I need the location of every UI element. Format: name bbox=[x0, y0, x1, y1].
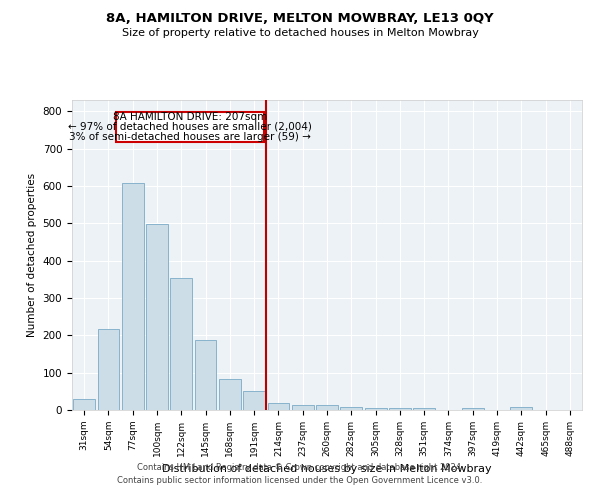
Bar bbox=[268, 402, 289, 410]
Text: Size of property relative to detached houses in Melton Mowbray: Size of property relative to detached ho… bbox=[122, 28, 478, 38]
Bar bbox=[389, 408, 411, 410]
X-axis label: Distribution of detached houses by size in Melton Mowbray: Distribution of detached houses by size … bbox=[162, 464, 492, 474]
Bar bbox=[146, 224, 168, 410]
Bar bbox=[219, 379, 241, 410]
Text: 8A, HAMILTON DRIVE, MELTON MOWBRAY, LE13 0QY: 8A, HAMILTON DRIVE, MELTON MOWBRAY, LE13… bbox=[106, 12, 494, 26]
Bar bbox=[116, 112, 264, 142]
Bar bbox=[365, 408, 386, 410]
Bar bbox=[122, 184, 143, 410]
Text: 8A HAMILTON DRIVE: 207sqm: 8A HAMILTON DRIVE: 207sqm bbox=[113, 112, 267, 122]
Bar bbox=[340, 407, 362, 410]
Text: Contains public sector information licensed under the Open Government Licence v3: Contains public sector information licen… bbox=[118, 476, 482, 485]
Bar bbox=[194, 340, 217, 410]
Text: Contains HM Land Registry data © Crown copyright and database right 2024.: Contains HM Land Registry data © Crown c… bbox=[137, 464, 463, 472]
Bar bbox=[73, 399, 95, 410]
Bar bbox=[413, 408, 435, 410]
Bar bbox=[316, 405, 338, 410]
Text: 3% of semi-detached houses are larger (59) →: 3% of semi-detached houses are larger (5… bbox=[69, 132, 311, 142]
Bar bbox=[511, 407, 532, 410]
Bar bbox=[97, 328, 119, 410]
Bar bbox=[462, 408, 484, 410]
Text: ← 97% of detached houses are smaller (2,004): ← 97% of detached houses are smaller (2,… bbox=[68, 122, 312, 132]
Y-axis label: Number of detached properties: Number of detached properties bbox=[27, 173, 37, 337]
Bar bbox=[292, 405, 314, 410]
Bar bbox=[170, 278, 192, 410]
Bar bbox=[243, 392, 265, 410]
